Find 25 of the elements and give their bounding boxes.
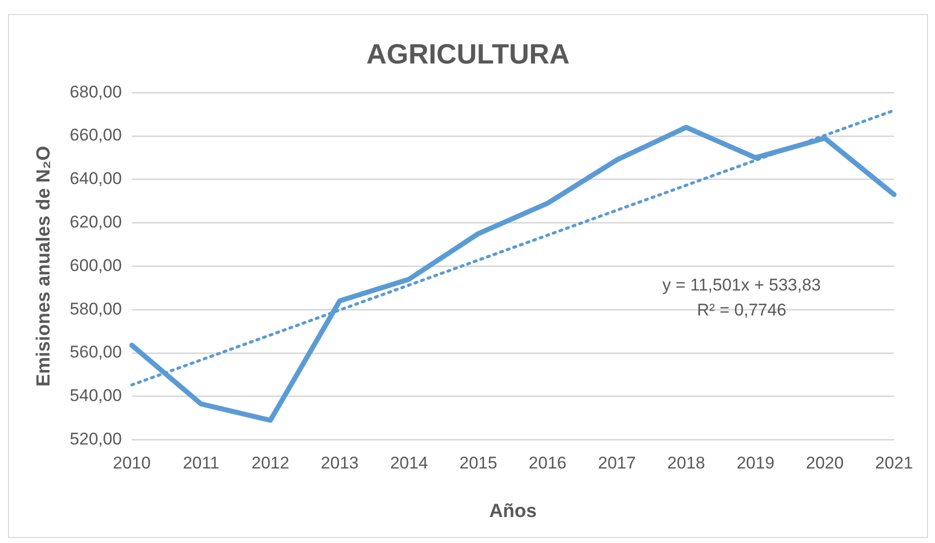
y-tick-label: 520,00 [70,429,122,448]
x-tick-label: 2015 [459,454,498,473]
x-tick-label: 2013 [320,454,359,473]
x-tick-label: 2018 [667,454,706,473]
annotation: y = 11,501x + 533,83 R² = 0,7746 [662,276,821,320]
chart-title: AGRICULTURA [366,38,570,70]
y-tick-label: 620,00 [70,212,122,232]
y-tick-label: 540,00 [70,386,122,406]
y-axis-title: Emisiones anuales de N₂O [34,146,55,387]
y-tick-label: 580,00 [70,299,122,318]
x-tick-label: 2021 [875,454,914,473]
x-tick-label: 2020 [806,454,844,473]
y-tick-label: 660,00 [70,126,122,145]
y-tick-label: 640,00 [70,169,122,188]
x-tick-label: 2017 [598,454,636,473]
x-tick-label: 2010 [112,454,151,473]
y-tick-label: 680,00 [70,82,122,102]
x-axis-title: Años [489,500,537,522]
y-tick-label: 560,00 [70,342,122,362]
x-tick-label: 2019 [736,454,774,473]
x-tick-label: 2011 [182,454,220,473]
y-tick-label: 600,00 [70,256,122,275]
x-tick-label: 2016 [528,454,567,473]
x-tick-label: 2012 [251,454,290,473]
x-tick-label: 2014 [390,454,428,473]
